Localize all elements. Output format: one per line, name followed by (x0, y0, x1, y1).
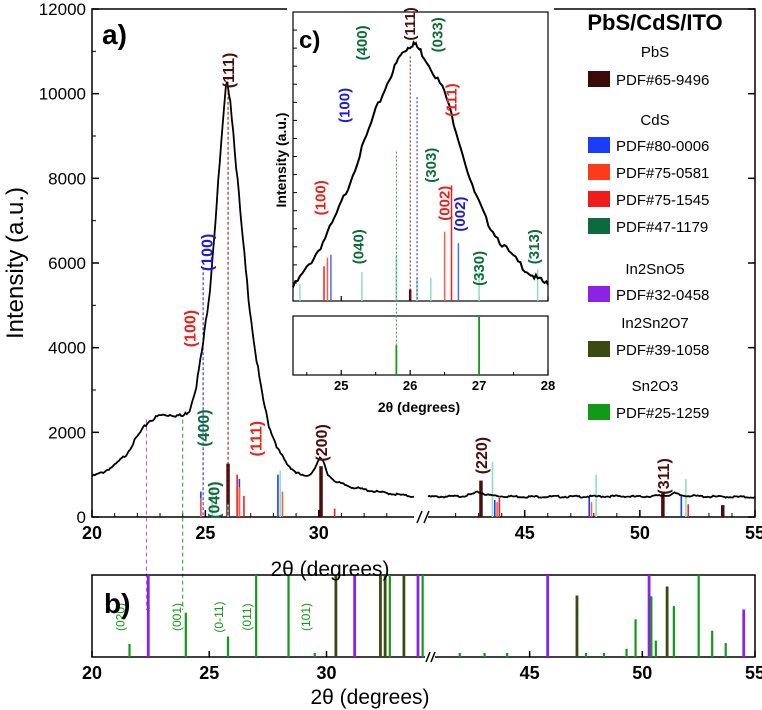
panel-a-xrd-curve (91, 81, 415, 498)
panel-b-peak-label: (0-11) (212, 601, 226, 632)
panel-a-peak-label: (100) (200, 234, 217, 271)
legend-swatch (588, 286, 610, 302)
panel-c-label: c) (299, 27, 320, 54)
panel-b-x-tick-label: 50 (632, 663, 652, 683)
legend-item-label: PDF#65-9496 (616, 72, 709, 89)
panel-a-y-tick-label: 6000 (48, 254, 86, 273)
panel-c-x-tick-label: 25 (334, 378, 348, 393)
panel-c-peak-label: (002) (452, 197, 469, 232)
panel-c-peak-label: (002) (437, 186, 454, 221)
legend-group-name: CdS (640, 112, 669, 129)
panel-a-x-axis-label: 2θ (degrees) (270, 558, 389, 581)
panel-a-y-axis-label: Intensity (a.u.) (2, 187, 29, 339)
legend-group-name: Sn2O3 (632, 378, 679, 395)
panel-b-axis-break-mark (425, 651, 431, 663)
panel-b-peak-label: (101) (299, 603, 313, 631)
panel-a-peak-label: (100) (183, 310, 200, 347)
panel-a-axis-break-mark (423, 510, 430, 524)
legend-item-label: PDF#80-0006 (616, 138, 709, 155)
panel-a-peak-label: (311) (656, 458, 673, 494)
panel-b-peak-label: (011) (240, 603, 254, 630)
panel-b: 20 25 30 45 50 55 (020) (001) (0-11) (011) (101) (82, 574, 762, 683)
legend-item-label: PDF#75-1545 (616, 192, 709, 209)
panel-a-label: a) (102, 19, 127, 50)
panel-a-y-tick-label: 4000 (48, 339, 86, 358)
panel-c-peak-label: (040) (351, 229, 368, 264)
legend-swatch (588, 71, 610, 87)
legend-swatch (588, 191, 610, 207)
panel-c-background (287, 6, 554, 379)
legend-item-label: PDF#75-0581 (616, 165, 709, 182)
panel-b-x-tick-label: 30 (316, 663, 336, 683)
panel-c-peak-label: (330) (471, 251, 488, 286)
legend-item-label: PDF#32-0458 (616, 287, 709, 304)
panel-a-peak-label: (400) (196, 409, 213, 446)
panel-a-x-tick-label: 45 (515, 523, 535, 543)
panel-b-label: b) (104, 588, 130, 619)
legend-group-name: PbS (641, 44, 669, 61)
panel-a-y-tick-label: 12000 (39, 0, 86, 19)
panel-c-x-tick-label: 28 (541, 378, 555, 393)
panel-c-xrd-curve (292, 40, 549, 288)
legend-group-name: In2Sn2O7 (621, 315, 689, 332)
panel-c-x-tick-label: 26 (403, 378, 417, 393)
panel-a-y-tick-label: 10000 (39, 85, 86, 104)
panel-a-x-tick-label: 25 (195, 523, 215, 543)
panel-b-x-tick-label: 45 (520, 663, 540, 683)
panel-a-x-tick-label: 30 (309, 523, 329, 543)
legend-item-label: PDF#39-1058 (616, 342, 709, 359)
panel-c-peak-label: (111) (402, 7, 419, 40)
legend-swatch (588, 137, 610, 153)
panel-a-y-tick-label: 2000 (48, 423, 86, 442)
panel-c-bottom-frame (292, 315, 549, 376)
panel-b-x-tick-label: 25 (199, 663, 219, 683)
legend-swatch (588, 404, 610, 420)
panel-a-xrd-curve (427, 490, 756, 499)
legend-item-label: PDF#25-1259 (616, 405, 709, 422)
panel-b-x-tick-label: 20 (82, 663, 102, 683)
panel-c-peak-label: (313) (526, 229, 543, 264)
panel-a-axis-break-mark (416, 510, 423, 524)
legend-group-name: In2SnO5 (625, 261, 684, 278)
panel-c-peak-label: (111) (444, 83, 461, 116)
panel-c-peak-label: (303) (423, 148, 440, 183)
panel-a-peak-label: (220) (474, 437, 491, 474)
panel-a-y-tick-label: 8000 (48, 169, 86, 188)
panel-b-peak-label: (001) (170, 603, 184, 631)
legend: PbS PDF#65-9496 CdS PDF#80-0006 PDF#75-0581 P… (588, 44, 709, 422)
panel-c-peak-label: (400) (354, 25, 371, 60)
panel-a: 0 2000 4000 6000 8000 10000 12000 20 25 30 45 50 55 (… (39, 0, 762, 610)
panel-c-x-tick-label: 27 (472, 378, 486, 393)
legend-swatch (588, 164, 610, 180)
panel-a-x-tick-label: 50 (630, 523, 650, 543)
panel-c-peak-label: (100) (313, 180, 330, 215)
legend-swatch (588, 218, 610, 234)
panel-a-peak-label: (111) (248, 421, 265, 457)
panel-b-x-tick-label: 55 (745, 663, 762, 683)
panel-b-axis-break-gap (425, 653, 435, 661)
panel-b-x-axis-label: 2θ (degrees) (310, 686, 429, 709)
panel-a-x-tick-label: 55 (745, 523, 762, 543)
panel-b-peak-label: (020) (114, 603, 128, 631)
panel-a-axis-break-gap (414, 513, 428, 521)
panel-a-peak-label: (040) (206, 481, 223, 518)
legend-title: PbS/CdS/ITO (587, 10, 722, 35)
panel-c-x-axis-label: 2θ (degrees) (378, 399, 460, 415)
panel-a-x-tick-label: 20 (82, 523, 102, 543)
panel-b-axis-break-mark (430, 651, 436, 663)
panel-a-y-tick-label: 0 (77, 508, 86, 527)
panel-c-y-axis-label: Intensity (a.u.) (273, 113, 289, 208)
legend-item-label: PDF#47-1179 (616, 219, 708, 236)
panel-c-peak-label: (100) (337, 88, 354, 123)
panel-c-inset: 25 26 27 28 (111) (033) (400) (100) (111) (303) (1… (287, 6, 555, 393)
panel-c-peak-label: (033) (430, 17, 447, 52)
panel-a-peak-label: (111) (221, 53, 238, 89)
legend-swatch (588, 341, 610, 357)
panel-a-peak-label: (200) (314, 424, 331, 461)
